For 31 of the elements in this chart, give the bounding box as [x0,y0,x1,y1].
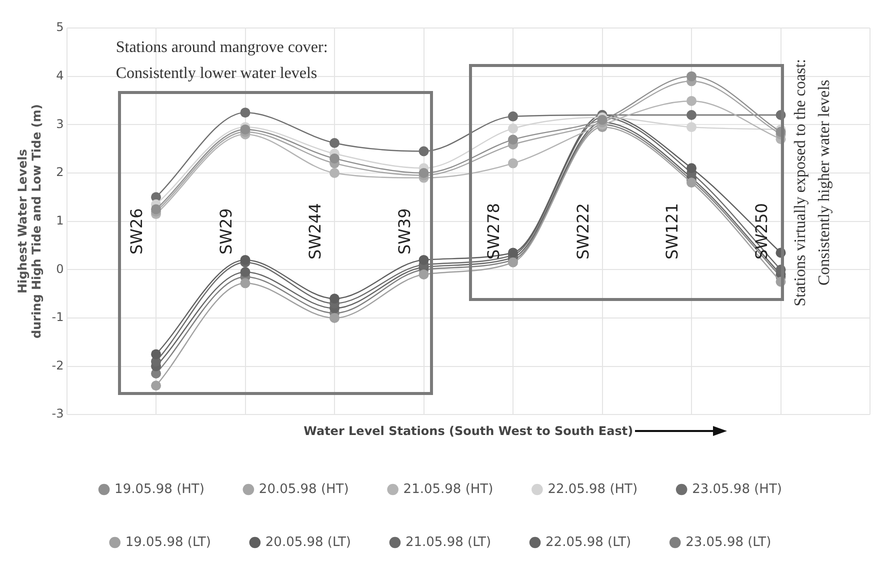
x-tick-label: SW29 [216,208,236,254]
annotation: Stations virtually exposed to the coast: Consistently higher water levels [792,58,833,306]
x-tick-label: SW121 [662,203,682,260]
y-axis-title: Highest Water Levels during High Tide and Low Tide (m) [15,104,44,338]
x-tick-label: SW278 [484,203,504,260]
legend-label: 22.05.98 (LT) [546,534,632,550]
y-tick-label: -1 [52,310,64,324]
x-tick-label: SW39 [394,208,414,254]
legend-label: 20.05.98 (LT) [265,534,351,550]
y-tick-label: 0 [56,262,64,276]
legend-label: 22.05.98 (HT) [548,482,638,497]
legend-label: 19.05.98 (LT) [125,534,211,550]
x-tick-label: SW222 [573,203,592,260]
y-tick-label: 1 [56,213,64,228]
legend-label: 23.05.98 (HT) [692,482,782,497]
x-axis-title: Water Level Stations (South West to South East) [304,424,634,438]
y-tick-label: 4 [56,68,64,82]
legend-label: 23.05.98 (LT) [686,534,772,550]
x-tick-label: SW250 [752,203,771,260]
x-tick-label: SW26 [127,208,146,254]
y-tick-label: 3 [56,116,64,131]
legend-label: 20.05.98 (HT) [258,482,349,497]
y-tick-label: 5 [56,20,64,34]
x-tick-label: SW244 [306,203,325,260]
y-tick-label: -2 [52,358,64,372]
legend-label: 21.05.98 (HT) [403,482,494,497]
y-tick-label: 2 [56,165,64,180]
legend-label: 19.05.98 (HT) [114,482,204,497]
y-tick-label: -3 [52,406,64,421]
legend-label: 21.05.98 (LT) [405,534,492,550]
annotation: Stations around mangrove cover: Consistently lower water levels [116,39,328,82]
